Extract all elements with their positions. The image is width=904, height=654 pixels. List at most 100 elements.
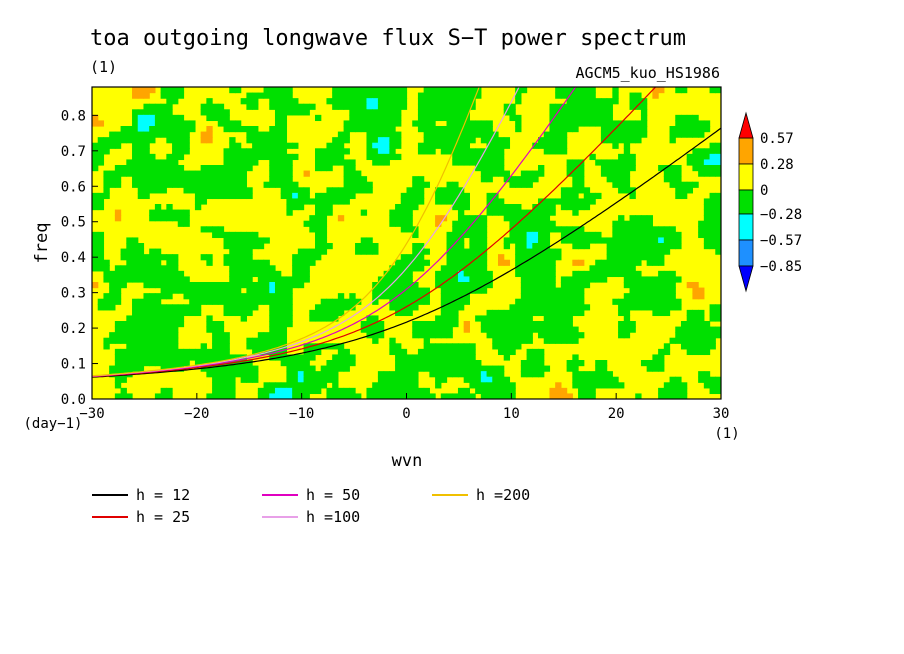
field-cell bbox=[143, 337, 150, 344]
field-cell bbox=[206, 371, 213, 378]
field-cell bbox=[560, 142, 568, 149]
field-cell bbox=[269, 282, 276, 289]
field-cell bbox=[246, 137, 253, 144]
field-cell bbox=[92, 153, 99, 161]
field-cell bbox=[326, 153, 333, 161]
field-cell bbox=[337, 298, 345, 305]
field-cell bbox=[400, 376, 408, 383]
field-cell bbox=[326, 192, 333, 200]
field-cell bbox=[583, 270, 591, 278]
field-cell bbox=[543, 270, 551, 278]
field-cell bbox=[520, 220, 528, 227]
field-cell bbox=[269, 142, 276, 149]
field-cell bbox=[520, 321, 528, 328]
field-cell bbox=[389, 103, 396, 110]
field-cell bbox=[469, 343, 476, 350]
field-cell bbox=[560, 109, 568, 116]
field-cell bbox=[555, 293, 562, 300]
field-cell bbox=[686, 126, 694, 133]
field-cell bbox=[595, 237, 602, 244]
field-cell bbox=[669, 304, 676, 311]
field-cell bbox=[229, 231, 236, 239]
field-cell bbox=[457, 137, 465, 144]
field-cell bbox=[618, 165, 625, 172]
field-cell bbox=[137, 309, 145, 317]
field-cell bbox=[303, 265, 310, 272]
field-cell bbox=[618, 137, 625, 144]
field-cell bbox=[698, 315, 705, 322]
field-cell bbox=[457, 220, 465, 227]
field-cell bbox=[377, 120, 385, 127]
field-cell bbox=[349, 159, 356, 166]
legend-label: h = 12 bbox=[136, 486, 190, 504]
field-cell bbox=[663, 276, 671, 283]
field-cell bbox=[154, 114, 162, 122]
field-cell bbox=[389, 220, 396, 227]
field-cell bbox=[686, 337, 694, 344]
field-cell bbox=[286, 371, 293, 378]
field-cell bbox=[172, 209, 179, 216]
field-cell bbox=[692, 131, 699, 138]
field-cell bbox=[240, 376, 247, 383]
field-cell bbox=[103, 170, 110, 177]
field-cell bbox=[543, 282, 551, 289]
field-cell bbox=[640, 226, 648, 233]
field-cell bbox=[646, 298, 653, 305]
field-cell bbox=[246, 237, 253, 244]
field-cell bbox=[589, 98, 596, 105]
field-cell bbox=[435, 315, 442, 322]
field-cell bbox=[383, 120, 390, 127]
field-cell bbox=[680, 382, 688, 389]
field-cell bbox=[618, 298, 625, 305]
field-cell bbox=[229, 170, 236, 177]
field-cell bbox=[486, 159, 493, 166]
field-cell bbox=[600, 365, 608, 372]
field-cell bbox=[143, 142, 150, 149]
field-cell bbox=[252, 265, 259, 272]
field-cell bbox=[234, 192, 242, 200]
field-cell bbox=[343, 120, 350, 127]
field-cell bbox=[223, 282, 230, 289]
field-cell bbox=[303, 387, 310, 395]
field-cell bbox=[606, 270, 613, 278]
field-cell bbox=[372, 315, 379, 322]
field-cell bbox=[269, 131, 276, 138]
field-cell bbox=[509, 226, 516, 233]
field-cell bbox=[103, 181, 110, 188]
field-cell bbox=[389, 282, 396, 289]
field-cell bbox=[229, 371, 236, 378]
field-cell bbox=[377, 332, 385, 339]
field-cell bbox=[492, 365, 499, 372]
field-cell bbox=[383, 159, 390, 166]
field-cell bbox=[355, 87, 362, 94]
field-cell bbox=[149, 265, 156, 272]
field-cell bbox=[480, 315, 488, 322]
field-cell bbox=[709, 198, 716, 205]
field-cell bbox=[149, 348, 156, 356]
field-cell bbox=[486, 131, 493, 138]
field-cell bbox=[520, 270, 528, 278]
field-cell bbox=[297, 198, 305, 205]
field-cell bbox=[315, 348, 322, 356]
field-cell bbox=[252, 270, 259, 278]
field-cell bbox=[377, 109, 385, 116]
field-cell bbox=[114, 137, 122, 144]
field-cell bbox=[389, 98, 396, 105]
field-cell bbox=[160, 315, 167, 322]
field-cell bbox=[377, 142, 385, 149]
field-cell bbox=[177, 137, 185, 144]
field-cell bbox=[337, 103, 345, 110]
field-cell bbox=[297, 365, 305, 372]
field-cell bbox=[572, 337, 579, 344]
field-cell bbox=[229, 365, 236, 372]
field-cell bbox=[623, 126, 631, 133]
field-cell bbox=[423, 137, 430, 144]
field-cell bbox=[406, 270, 413, 278]
field-cell bbox=[257, 270, 265, 278]
field-cell bbox=[452, 360, 459, 367]
field-cell bbox=[200, 165, 207, 172]
field-cell bbox=[252, 153, 259, 161]
field-cell bbox=[126, 348, 133, 356]
field-cell bbox=[315, 254, 322, 261]
